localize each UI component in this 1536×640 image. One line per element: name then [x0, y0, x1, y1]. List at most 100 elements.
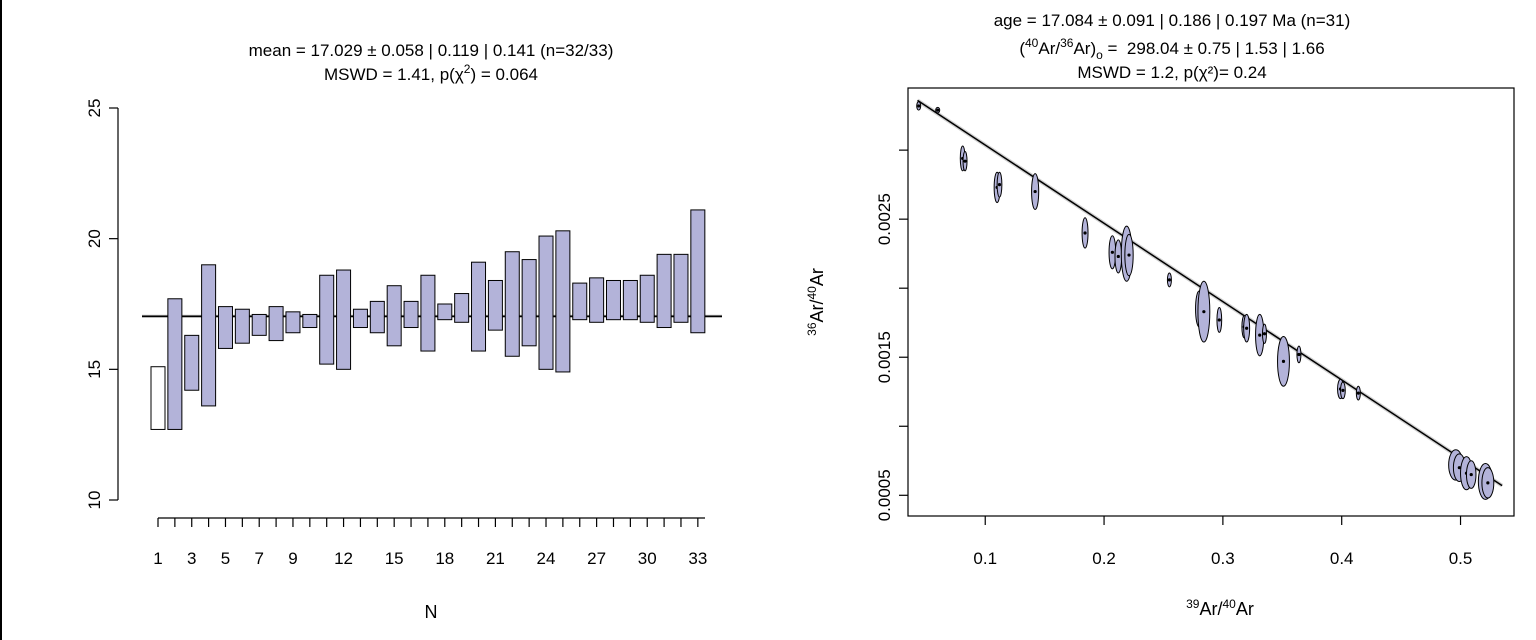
data-point-2	[936, 108, 940, 112]
data-point-10	[1116, 254, 1120, 259]
aliquot-bar-27	[589, 277, 605, 323]
data-point-25	[1356, 391, 1360, 395]
x-tick-label: 30	[638, 549, 657, 568]
x-tick-label: 5	[221, 549, 230, 568]
x-tick-label: 0.5	[1449, 549, 1473, 568]
data-point-12	[1127, 253, 1131, 257]
aliquot-bar-29	[622, 279, 638, 321]
y-axis-ticks: 0.0005 0.0015 0.0025	[875, 149, 908, 521]
y-axis-label: 36Ar/40Ar	[805, 268, 827, 336]
data-point-24	[1341, 388, 1345, 392]
x-axis-label: 39Ar/40Ar	[1186, 597, 1254, 619]
data-point-1	[917, 104, 921, 108]
x-axis-label: N	[425, 602, 438, 622]
aliquot-bar-5	[217, 306, 233, 349]
aliquot-bar-30	[639, 274, 655, 323]
aliquot-bar-13	[352, 308, 368, 329]
aliquot-bar-33	[690, 209, 706, 334]
weighted-mean-panel: mean = 17.029 ± 0.058 | 0.119 | 0.141 (n…	[85, 41, 722, 622]
aliquot-bar-21	[487, 279, 503, 331]
aliquot-bar-28	[605, 279, 621, 321]
aliquot-bar-10	[302, 313, 318, 329]
y-tick-label: 25	[85, 99, 104, 118]
isochron-panel: age = 17.084 ± 0.091 | 0.186 | 0.197 Ma …	[805, 11, 1515, 619]
figure-frame-edge	[0, 0, 2, 640]
initial-ratio-subtitle: (40Ar/36Ar)o = 298.04 ± 0.75 | 1.53 | 1.…	[1019, 36, 1324, 62]
data-point-8	[1083, 231, 1087, 235]
data-point-21	[1281, 359, 1286, 363]
y-axis-ticks: 10 15 20 25	[85, 99, 118, 510]
error-ellipses	[916, 101, 1495, 500]
data-point-20	[1262, 332, 1267, 336]
data-point-4	[963, 159, 967, 163]
data-point-27	[1457, 466, 1461, 470]
aliquot-bar-22	[504, 251, 520, 357]
x-tick-label: 21	[486, 549, 505, 568]
y-tick-label: 10	[85, 491, 104, 510]
aliquot-bar-19	[454, 293, 470, 323]
x-tick-label: 3	[187, 549, 196, 568]
y-tick-label: 20	[85, 229, 104, 248]
aliquot-bar-12	[336, 269, 352, 370]
aliquot-bar-11	[319, 274, 335, 365]
aliquot-bar-23	[521, 259, 537, 347]
y-tick-label: 15	[85, 360, 104, 379]
aliquot-bar-4	[201, 264, 217, 407]
x-tick-label: 18	[435, 549, 454, 568]
plot-frame	[907, 87, 1515, 517]
x-tick-label: 0.1	[973, 549, 997, 568]
aliquot-bar-24	[538, 235, 554, 370]
data-point-29	[1469, 472, 1473, 477]
x-tick-label: 27	[587, 549, 606, 568]
aliquot-bar-1	[150, 366, 166, 430]
aliquot-bars	[150, 209, 706, 430]
x-tick-label: 12	[334, 549, 353, 568]
aliquot-bar-2	[167, 298, 183, 430]
x-axis-ticks: 0.1 0.2 0.3 0.4 0.5	[973, 516, 1472, 568]
y-tick-label: 0.0025	[875, 193, 894, 245]
y-tick-label: 0.0015	[875, 331, 894, 383]
x-tick-label: 0.2	[1092, 549, 1116, 568]
mean-title: mean = 17.029 ± 0.058 | 0.119 | 0.141 (n…	[249, 41, 614, 60]
aliquot-bar-25	[555, 230, 571, 373]
y-tick-label: 0.0005	[875, 469, 894, 521]
aliquot-bar-26	[572, 282, 588, 321]
aliquot-bar-32	[673, 253, 689, 323]
x-tick-label: 0.3	[1211, 549, 1235, 568]
data-point-9	[1110, 250, 1114, 254]
data-point-19	[1258, 333, 1262, 337]
x-axis-ticks: 1 3 5 7 9 12 15 18 21 24 27 30 33	[153, 518, 707, 568]
data-point-7	[1033, 189, 1037, 194]
data-point-31	[1486, 481, 1490, 485]
aliquot-bar-3	[184, 334, 200, 391]
data-point-16	[1217, 318, 1221, 322]
x-tick-label: 7	[254, 549, 263, 568]
x-tick-label: 15	[385, 549, 404, 568]
aliquot-bar-8	[268, 306, 284, 342]
isochron-mswd-subtitle: MSWD = 1.2, p(χ²)= 0.24	[1077, 63, 1266, 82]
mean-mswd-subtitle: MSWD = 1.41, p(χ2) = 0.064	[324, 62, 538, 84]
age-title: age = 17.084 ± 0.091 | 0.186 | 0.197 Ma …	[994, 11, 1351, 30]
data-point-6	[997, 183, 1002, 187]
data-point-15	[1202, 310, 1206, 314]
aliquot-bar-31	[656, 253, 672, 329]
aliquot-bar-16	[403, 300, 419, 329]
x-tick-label: 9	[288, 549, 297, 568]
isochron-fit-line	[917, 99, 1503, 487]
aliquot-bar-20	[471, 261, 487, 352]
aliquot-bar-9	[285, 311, 301, 334]
aliquot-bar-7	[251, 313, 267, 336]
aliquot-bar-18	[437, 303, 453, 321]
x-tick-label: 24	[537, 549, 556, 568]
aliquot-bar-6	[234, 308, 250, 344]
data-point-22	[1297, 352, 1301, 357]
aliquot-bar-17	[420, 274, 436, 352]
isochron-line	[916, 98, 1504, 488]
aliquot-bar-15	[386, 285, 402, 347]
data-point-13	[1167, 278, 1172, 282]
data-point-18	[1245, 326, 1249, 330]
x-tick-label: 33	[688, 549, 707, 568]
aliquot-bar-14	[369, 300, 385, 334]
x-tick-label: 0.4	[1330, 549, 1354, 568]
